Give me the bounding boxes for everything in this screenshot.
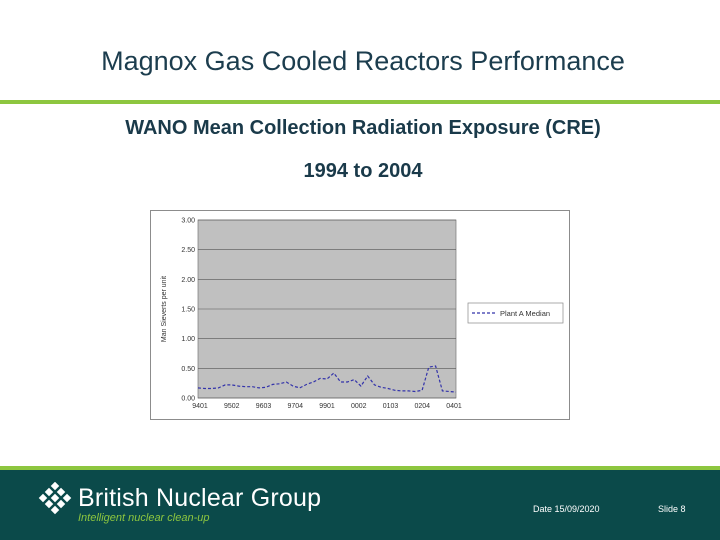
x-tick-labels: 9401 9502 9603 9704 9901 0002 0103 0204 0401 <box>192 403 462 410</box>
x-tick-label: 9603 <box>256 403 272 410</box>
footer-date: Date 15/09/2020 <box>533 504 600 514</box>
chart-container: 3.00 2.50 2.00 1.50 1.00 0.50 0.00 9401 9502 960… <box>150 210 570 420</box>
legend-label: Plant A Median <box>500 309 550 318</box>
y-tick-labels: 3.00 2.50 2.00 1.50 1.00 0.50 0.00 <box>181 218 195 403</box>
series-layer <box>197 365 457 393</box>
footer-bar <box>0 466 720 540</box>
series-line <box>197 365 457 393</box>
y-tick-label: 3.00 <box>181 218 195 225</box>
x-tick-label: 0401 <box>446 403 462 410</box>
x-tick-label: 9704 <box>287 403 303 410</box>
chart-heading: WANO Mean Collection Radiation Exposure … <box>125 117 601 139</box>
y-tick-label: 0.00 <box>181 396 195 403</box>
slide-number: Slide 8 <box>658 504 686 514</box>
footer-divider <box>0 466 720 470</box>
x-tick-label: 0002 <box>351 403 367 410</box>
y-tick-label: 2.50 <box>181 247 195 254</box>
chart-date-range: 1994 to 2004 <box>303 160 423 182</box>
y-tick-label: 0.50 <box>181 366 195 373</box>
y-tick-label: 2.00 <box>181 277 195 284</box>
brand-name: British Nuclear Group <box>78 484 322 512</box>
x-tick-label: 0103 <box>383 403 399 410</box>
legend-box <box>467 302 564 324</box>
y-tick-label: 1.50 <box>181 307 195 314</box>
line-chart: 3.00 2.50 2.00 1.50 1.00 0.50 0.00 9401 9502 960… <box>150 210 570 420</box>
x-tick-label: 9502 <box>224 403 240 410</box>
y-axis-label: Man Sieverts per unit <box>161 276 168 342</box>
x-tick-label: 9401 <box>192 403 208 410</box>
legend: Plant A Median <box>467 302 564 324</box>
british-nuclear-group-logo-icon <box>38 482 72 515</box>
x-tick-label: 9901 <box>319 403 335 410</box>
brand-tagline: Intelligent nuclear clean-up <box>78 512 210 524</box>
title-divider <box>0 100 720 104</box>
grid-lines <box>198 219 456 399</box>
y-tick-label: 1.00 <box>181 336 195 343</box>
x-tick-label: 0204 <box>414 403 430 410</box>
slide-title: Magnox Gas Cooled Reactors Performance <box>101 46 625 76</box>
